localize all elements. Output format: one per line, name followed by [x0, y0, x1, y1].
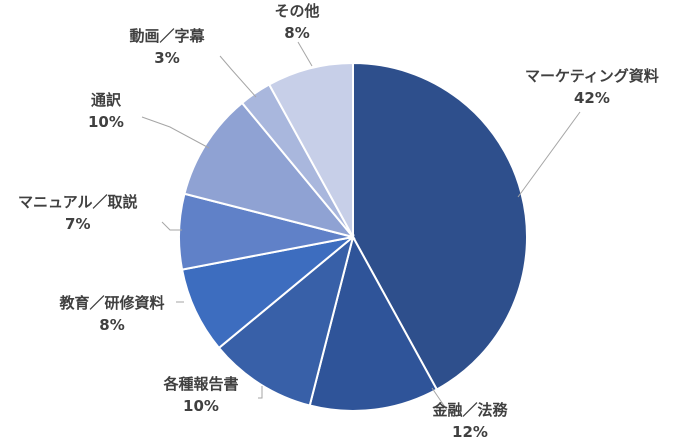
data-label-percent: 8%	[284, 24, 310, 42]
pie-slices	[178, 61, 529, 412]
data-label-reports: 各種報告書 10%	[164, 373, 239, 417]
data-label-category: 各種報告書	[163, 375, 239, 393]
leader-line-manuals	[161, 221, 182, 231]
pie-slice-interpreting	[183, 101, 356, 239]
pie-slice-reports	[217, 234, 355, 407]
data-label-percent: 7%	[65, 215, 91, 233]
data-label-category: 教育／研修資料	[59, 294, 165, 312]
leader-line-interpreting	[141, 116, 210, 149]
leader-line-marketing	[517, 111, 581, 198]
data-label-percent: 42%	[573, 89, 610, 107]
leader-line-reports	[258, 386, 263, 399]
leader-line-finance-legal	[431, 387, 448, 411]
data-label-other: その他 8%	[275, 0, 320, 44]
data-label-category: 金融／法務	[432, 401, 508, 419]
pie-slice-other	[267, 61, 354, 238]
data-label-percent: 3%	[154, 49, 180, 67]
leader-line-other	[297, 41, 313, 67]
data-label-finance-legal: 金融／法務 12%	[433, 399, 508, 443]
data-label-percent: 12%	[452, 423, 488, 441]
data-label-category: 動画／字幕	[129, 27, 205, 45]
data-label-training: 教育／研修資料 8%	[60, 292, 165, 336]
data-label-percent: 10%	[88, 113, 124, 131]
data-label-category: マーケティング資料	[525, 67, 659, 85]
data-label-manuals: マニュアル／取説 7%	[18, 191, 138, 235]
pie-slice-marketing	[352, 61, 529, 391]
leader-line-video-subtitles	[219, 55, 257, 98]
data-label-percent: 10%	[183, 397, 219, 415]
data-label-category: マニュアル／取説	[18, 193, 138, 211]
pie-slice-finance-legal	[308, 234, 439, 412]
data-label-category: 通訳	[90, 91, 121, 109]
data-label-marketing: マーケティング資料 42%	[525, 65, 659, 109]
data-label-interpreting: 通訳 10%	[88, 89, 124, 133]
data-label-percent: 8%	[99, 316, 125, 334]
data-label-video-subtitles: 動画／字幕 3%	[130, 25, 205, 69]
data-label-category: その他	[274, 2, 320, 20]
leader-lines	[141, 41, 581, 411]
